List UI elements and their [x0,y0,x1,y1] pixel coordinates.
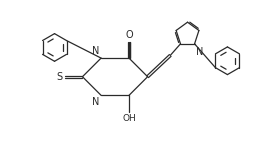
Text: OH: OH [122,114,136,123]
Text: N: N [196,46,203,57]
Text: S: S [56,72,63,82]
Text: N: N [92,46,100,56]
Text: O: O [125,30,133,40]
Text: N: N [92,97,100,107]
